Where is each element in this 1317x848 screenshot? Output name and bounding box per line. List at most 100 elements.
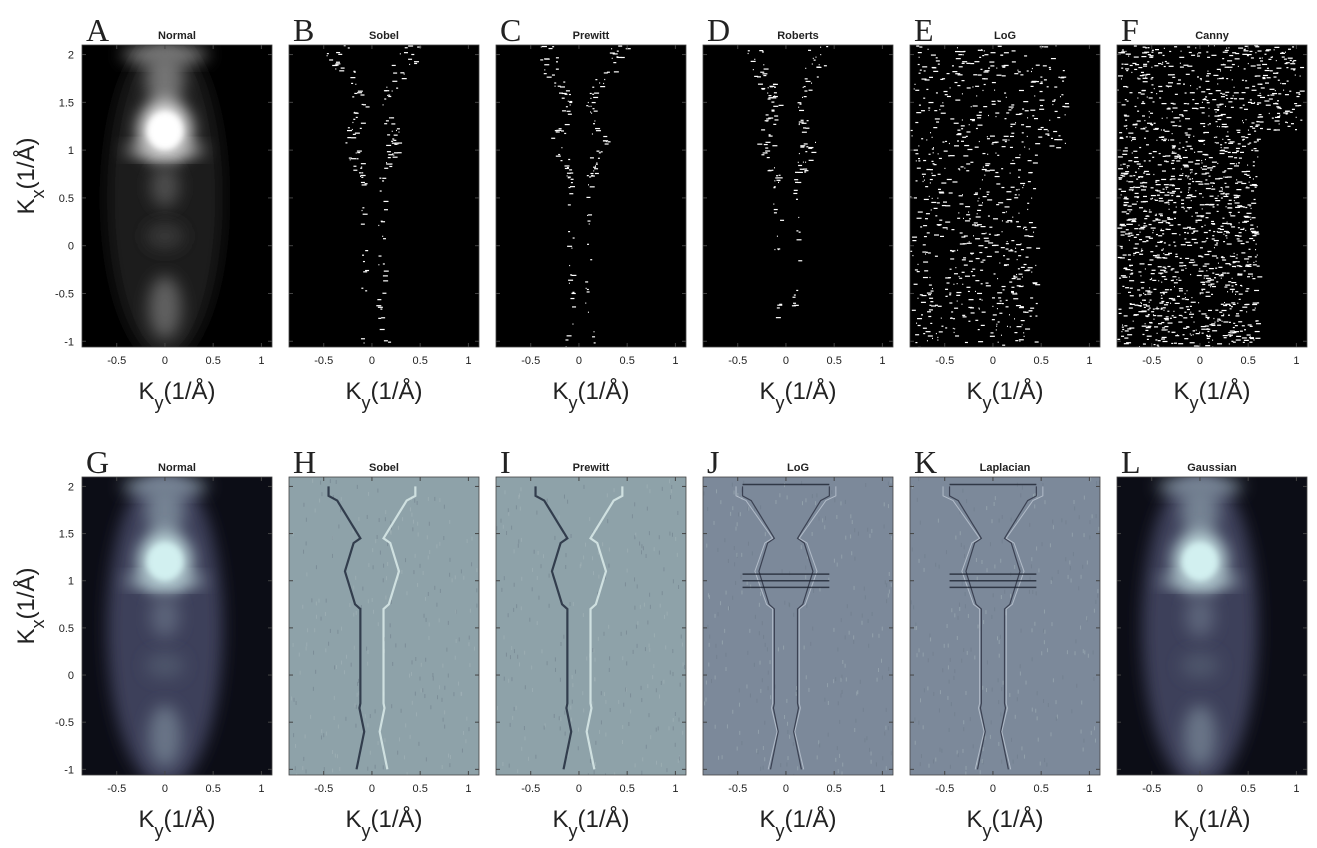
- noise: [335, 754, 336, 758]
- edge-pixel: [1160, 192, 1165, 193]
- noise: [737, 747, 738, 751]
- edge-pixel: [918, 325, 921, 326]
- noise: [962, 749, 963, 753]
- noise: [449, 558, 450, 562]
- edge-pixel: [390, 117, 394, 118]
- edge-pixel: [916, 180, 918, 181]
- edge-pixel: [1240, 152, 1244, 153]
- edge-pixel: [929, 77, 933, 78]
- noise: [586, 656, 587, 660]
- edge-pixel: [365, 270, 369, 271]
- noise: [634, 577, 635, 581]
- edge-pixel: [1229, 343, 1230, 344]
- glow: [1181, 652, 1220, 678]
- edge-pixel: [974, 61, 979, 62]
- noise: [1000, 712, 1001, 716]
- edge-pixel: [1199, 193, 1202, 194]
- edge-pixel: [1165, 319, 1169, 320]
- noise: [998, 742, 999, 746]
- edge-pixel: [1183, 334, 1185, 335]
- noise: [321, 492, 322, 496]
- edge-pixel: [1251, 150, 1253, 151]
- edge-pixel: [1260, 116, 1263, 117]
- x-axis-label-sub: y: [776, 393, 785, 413]
- edge-pixel: [1165, 131, 1170, 132]
- edge-pixel: [1061, 94, 1063, 95]
- edge-pixel: [1186, 141, 1188, 142]
- edge-pixel: [1040, 46, 1044, 47]
- edge-pixel: [1257, 266, 1260, 267]
- edge-pixel: [976, 128, 978, 129]
- edge-pixel: [777, 236, 778, 237]
- edge-pixel: [1236, 339, 1241, 340]
- edge-pixel: [1277, 113, 1280, 114]
- edge-pixel: [1135, 193, 1139, 194]
- noise: [851, 551, 852, 555]
- edge-pixel: [1187, 290, 1188, 291]
- noise: [604, 692, 605, 696]
- edge-pixel: [1128, 160, 1132, 161]
- edge-pixel: [824, 65, 827, 66]
- noise: [367, 662, 368, 666]
- edge-pixel: [607, 72, 610, 73]
- edge-pixel: [1232, 332, 1236, 333]
- edge-pixel: [1200, 123, 1205, 124]
- edge-pixel: [776, 180, 780, 181]
- x-tick-label: 1: [879, 355, 885, 367]
- edge-pixel: [571, 182, 573, 183]
- edge-pixel: [935, 215, 937, 216]
- noise: [856, 692, 857, 696]
- edge-pixel: [1179, 57, 1184, 58]
- edge-pixel: [1133, 151, 1137, 152]
- noise: [514, 549, 515, 553]
- edge-pixel: [1180, 63, 1181, 64]
- edge-pixel: [1237, 181, 1242, 182]
- edge-pixel: [1128, 236, 1131, 237]
- noise: [858, 532, 859, 536]
- noise: [456, 639, 457, 643]
- noise: [825, 516, 826, 520]
- edge-pixel: [1173, 107, 1178, 108]
- noise: [1056, 717, 1057, 721]
- edge-pixel: [1199, 271, 1204, 272]
- noise: [554, 714, 555, 718]
- edge-pixel: [1153, 255, 1157, 256]
- edge-pixel: [1209, 93, 1213, 94]
- edge-pixel: [1004, 136, 1009, 137]
- edge-pixel: [1038, 137, 1042, 138]
- edge-pixel: [769, 86, 774, 87]
- edge-pixel: [1143, 78, 1148, 79]
- noise: [1084, 496, 1085, 500]
- edge-pixel: [1185, 175, 1187, 176]
- noise: [462, 749, 463, 753]
- noise: [412, 527, 413, 531]
- edge-pixel: [1134, 237, 1137, 238]
- edge-pixel: [1158, 323, 1162, 324]
- edge-pixel: [1147, 326, 1151, 327]
- edge-pixel: [954, 123, 959, 124]
- noise: [953, 676, 954, 680]
- edge-pixel: [1207, 318, 1209, 319]
- y-axis-label-sub: x: [28, 620, 48, 629]
- edge-pixel: [1193, 231, 1195, 232]
- edge-pixel: [826, 46, 828, 47]
- edge-pixel: [1248, 134, 1251, 135]
- x-axis-label-sub: y: [569, 393, 578, 413]
- edge-pixel: [1164, 184, 1169, 185]
- edge-pixel: [1016, 305, 1021, 306]
- edge-pixel: [935, 256, 938, 257]
- noise: [837, 647, 838, 651]
- edge-pixel: [1040, 83, 1043, 84]
- noise: [867, 528, 868, 532]
- noise: [405, 723, 406, 727]
- edge-pixel: [1164, 48, 1165, 49]
- edge-pixel: [1217, 126, 1218, 127]
- edge-pixel: [978, 198, 979, 199]
- edge-pixel: [1282, 56, 1285, 57]
- edge-pixel: [361, 166, 362, 167]
- noise: [1001, 760, 1002, 764]
- edge-pixel: [593, 170, 594, 171]
- noise: [402, 517, 403, 521]
- noise: [602, 542, 603, 546]
- edge-pixel: [1237, 274, 1242, 275]
